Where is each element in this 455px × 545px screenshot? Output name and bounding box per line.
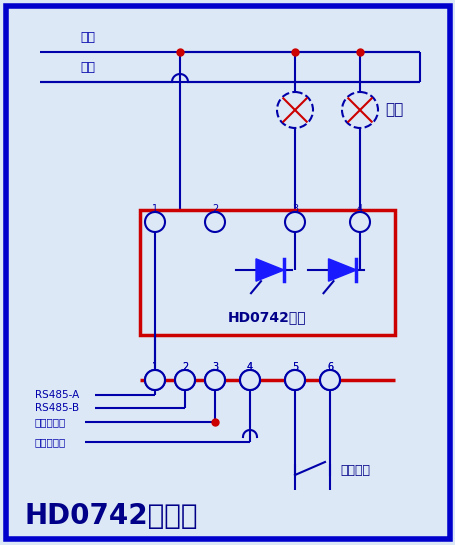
Text: 负载: 负载: [384, 102, 402, 118]
Text: 直流电源负: 直流电源负: [35, 417, 66, 427]
Text: 3: 3: [212, 362, 217, 372]
Text: 2: 2: [182, 362, 188, 372]
Text: 4: 4: [356, 204, 362, 214]
FancyBboxPatch shape: [6, 6, 449, 539]
Circle shape: [319, 370, 339, 390]
Text: HD0742接线图: HD0742接线图: [25, 502, 198, 530]
Circle shape: [145, 370, 165, 390]
Text: RS485-B: RS485-B: [35, 403, 79, 413]
Text: 4: 4: [247, 362, 253, 372]
Circle shape: [284, 370, 304, 390]
Circle shape: [239, 370, 259, 390]
Text: 调光开关: 调光开关: [339, 463, 369, 476]
Text: 1: 1: [152, 362, 158, 372]
Text: 零线: 零线: [80, 31, 95, 44]
Circle shape: [319, 370, 339, 390]
Circle shape: [175, 370, 195, 390]
Circle shape: [205, 370, 224, 390]
Text: 6: 6: [326, 362, 332, 372]
Circle shape: [175, 370, 195, 390]
Circle shape: [284, 370, 304, 390]
Text: 1: 1: [152, 362, 158, 372]
Circle shape: [145, 370, 165, 390]
Text: HD0742模块: HD0742模块: [228, 310, 306, 324]
Polygon shape: [255, 259, 283, 281]
Circle shape: [205, 212, 224, 232]
Circle shape: [145, 212, 165, 232]
FancyBboxPatch shape: [140, 210, 394, 335]
Circle shape: [239, 370, 259, 390]
Text: 5: 5: [291, 362, 298, 372]
Text: 5: 5: [291, 362, 298, 372]
Circle shape: [349, 212, 369, 232]
Circle shape: [205, 370, 224, 390]
Text: 火线: 火线: [80, 61, 95, 74]
Polygon shape: [328, 259, 356, 281]
Text: 2: 2: [212, 204, 217, 214]
Text: 6: 6: [326, 362, 332, 372]
Text: RS485-A: RS485-A: [35, 390, 79, 400]
Text: 2: 2: [182, 362, 188, 372]
Text: 4: 4: [247, 362, 253, 372]
Text: 1: 1: [152, 204, 158, 214]
Text: 3: 3: [291, 204, 298, 214]
Circle shape: [284, 212, 304, 232]
Text: 3: 3: [212, 362, 217, 372]
Text: 直流电源正: 直流电源正: [35, 437, 66, 447]
